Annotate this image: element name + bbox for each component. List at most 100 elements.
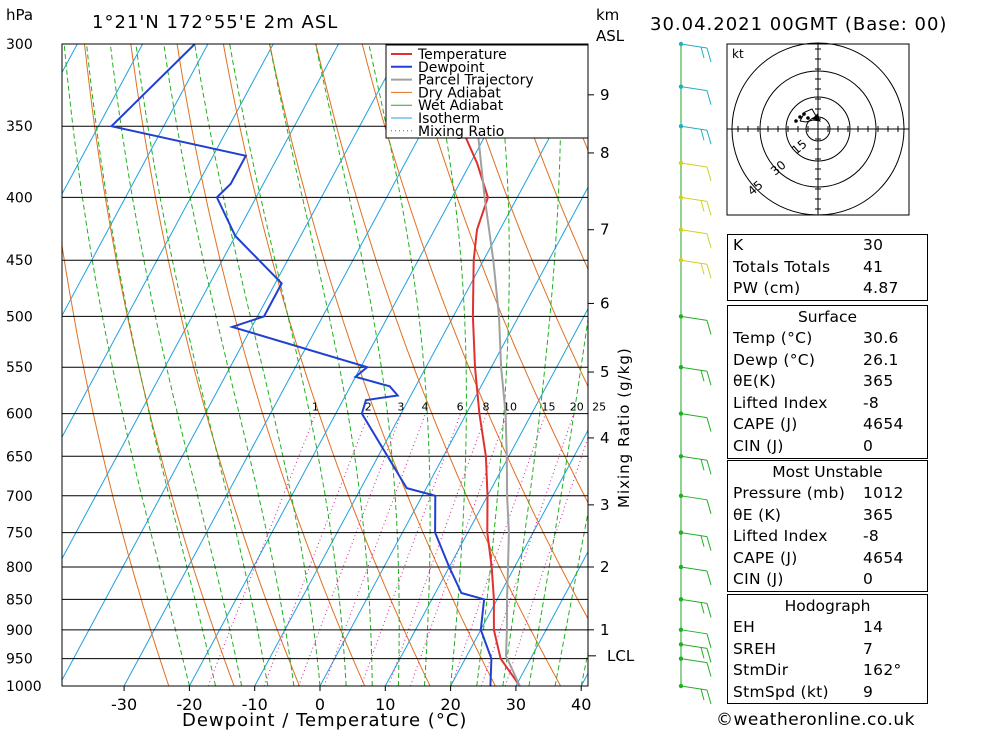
barb-feather bbox=[700, 129, 705, 141]
barb-feather bbox=[700, 647, 705, 659]
dry-adiabat-line bbox=[500, 44, 588, 271]
pressure-tick-label: 750 bbox=[6, 526, 33, 542]
hodo-row: SREH 7 bbox=[733, 639, 874, 658]
location-title: 1°21'N 172°55'E 2m ASL bbox=[92, 12, 338, 33]
barb-staff bbox=[680, 196, 708, 202]
mu-row: CAPE (J) 4654 bbox=[733, 548, 904, 567]
asl-label: ASL bbox=[596, 27, 625, 45]
barb-staff bbox=[680, 413, 708, 419]
mixing-ratio-label: 15 bbox=[542, 401, 556, 414]
parcel-trajectory-line bbox=[476, 126, 521, 686]
barb-feather bbox=[706, 90, 712, 105]
temperature-tick-label: 40 bbox=[571, 695, 591, 714]
surface-title: Surface bbox=[797, 308, 858, 326]
datetime-title: 30.04.2021 00GMT (Base: 00) bbox=[650, 14, 947, 35]
barb-feather bbox=[706, 371, 712, 386]
barb-staff bbox=[680, 566, 708, 572]
barb-staff bbox=[680, 366, 708, 372]
barb-feather bbox=[706, 47, 712, 63]
pressure-tick-label: 650 bbox=[6, 449, 33, 465]
pressure-tick-label: 550 bbox=[6, 360, 33, 376]
wet-adiabat-line bbox=[554, 509, 588, 686]
temperature-tick-label: 30 bbox=[506, 695, 526, 714]
barb-staff bbox=[680, 125, 708, 131]
wind-barbs bbox=[678, 41, 712, 705]
height-tick-label: 7 bbox=[600, 221, 610, 239]
mixing-ratio-label: 8 bbox=[482, 401, 489, 414]
barb-feather bbox=[700, 263, 705, 275]
most-unstable-title: Most Unstable bbox=[772, 463, 883, 481]
pressure-tick-label: 300 bbox=[6, 37, 33, 53]
copyright: ©weatheronline.co.uk bbox=[716, 710, 916, 730]
plot-frame bbox=[61, 43, 589, 687]
storm-motion-marker bbox=[812, 113, 820, 121]
km-label: km bbox=[596, 6, 619, 24]
index-row-pw: PW (cm) 4.87 bbox=[733, 279, 899, 298]
dry-adiabat-line bbox=[964, 44, 1000, 686]
barb-feather bbox=[706, 536, 712, 551]
barb-feather bbox=[706, 417, 712, 432]
surface-row: Dewp (°C) 26.1 bbox=[733, 350, 899, 369]
legend-label: Wet Adiabat bbox=[418, 98, 504, 114]
wet-adiabat-line bbox=[229, 44, 347, 686]
legend-label: Temperature bbox=[417, 47, 507, 63]
barb-feather bbox=[706, 460, 712, 475]
surface-table: Surface Temp (°C) 30.6 Dewp (°C) 26.1 θE(K… bbox=[727, 305, 928, 459]
dry-adiabat-line bbox=[408, 44, 588, 504]
temperature-tick-label: -30 bbox=[111, 695, 137, 714]
x-axis-title: Dewpoint / Temperature (°C) bbox=[182, 710, 467, 731]
barb-feather bbox=[706, 166, 712, 182]
barb-staff bbox=[680, 598, 708, 604]
isotherm-line bbox=[62, 44, 274, 439]
hpa-label: hPa bbox=[6, 6, 33, 24]
temperature-tick-label: 0 bbox=[315, 695, 325, 714]
barb-staff bbox=[680, 643, 708, 649]
temperature-line bbox=[459, 125, 521, 686]
barb-staff bbox=[680, 495, 708, 501]
hodograph-point bbox=[802, 112, 806, 116]
hodograph-table: Hodograph EH 14 SREH 7 StmDir 162° StmSpd (… bbox=[727, 594, 928, 705]
pressure-tick-label: 500 bbox=[6, 309, 33, 325]
legend-label: Dewpoint bbox=[418, 60, 485, 76]
mu-row: CIN (J) 0 bbox=[733, 570, 874, 589]
height-tick-label: 5 bbox=[600, 363, 610, 381]
wet-adiabat-line bbox=[163, 44, 295, 686]
barb-feather bbox=[706, 570, 712, 586]
mixing-ratio-line bbox=[504, 436, 588, 686]
mixing-ratio-line bbox=[450, 413, 546, 686]
barb-point bbox=[678, 314, 684, 319]
most-unstable-table: Most Unstable Pressure (mb) 1012 θE (K) 36… bbox=[727, 460, 928, 592]
pressure-tick-label: 450 bbox=[6, 253, 33, 269]
dry-adiabat-line bbox=[454, 44, 588, 388]
barb-point bbox=[678, 365, 684, 370]
legend-label: Isotherm bbox=[418, 111, 480, 127]
dry-adiabat-line bbox=[176, 44, 366, 686]
barb-feather bbox=[700, 688, 705, 701]
hodograph-unit: kt bbox=[732, 47, 744, 61]
barb-point bbox=[678, 411, 684, 416]
mixing-ratio-labels: 1 2 3 4 6 8 10 15 20 25 bbox=[312, 401, 606, 414]
pressure-axis: 300 350 400 450 500 550 600 650 700 750 800 850 900 9… bbox=[6, 37, 42, 695]
isotherm-line bbox=[62, 44, 340, 560]
isotherm-line bbox=[62, 44, 405, 682]
barb-point bbox=[678, 258, 684, 263]
hodograph-point bbox=[806, 116, 810, 120]
barb-feather bbox=[706, 648, 712, 663]
legend-label: Mixing Ratio bbox=[418, 124, 504, 140]
barb-feather bbox=[700, 370, 705, 382]
wet-adiabat-line bbox=[269, 44, 373, 686]
mixing-ratio-axis-title: Mixing Ratio (g/kg) bbox=[615, 347, 633, 508]
wet-adiabat-line bbox=[476, 44, 510, 686]
hodograph-point bbox=[794, 119, 798, 123]
height-tick-label: 2 bbox=[600, 558, 610, 576]
barb-feather bbox=[706, 201, 712, 216]
barb-feather bbox=[700, 459, 705, 471]
mixing-ratio-line bbox=[207, 413, 317, 686]
pressure-tick-label: 1000 bbox=[6, 679, 42, 695]
pressure-tick-label: 350 bbox=[6, 119, 33, 135]
wet-adiabat-line bbox=[194, 44, 321, 686]
index-row-totals: Totals Totals 41 bbox=[733, 257, 884, 276]
mixing-ratio-label: 20 bbox=[570, 401, 584, 414]
